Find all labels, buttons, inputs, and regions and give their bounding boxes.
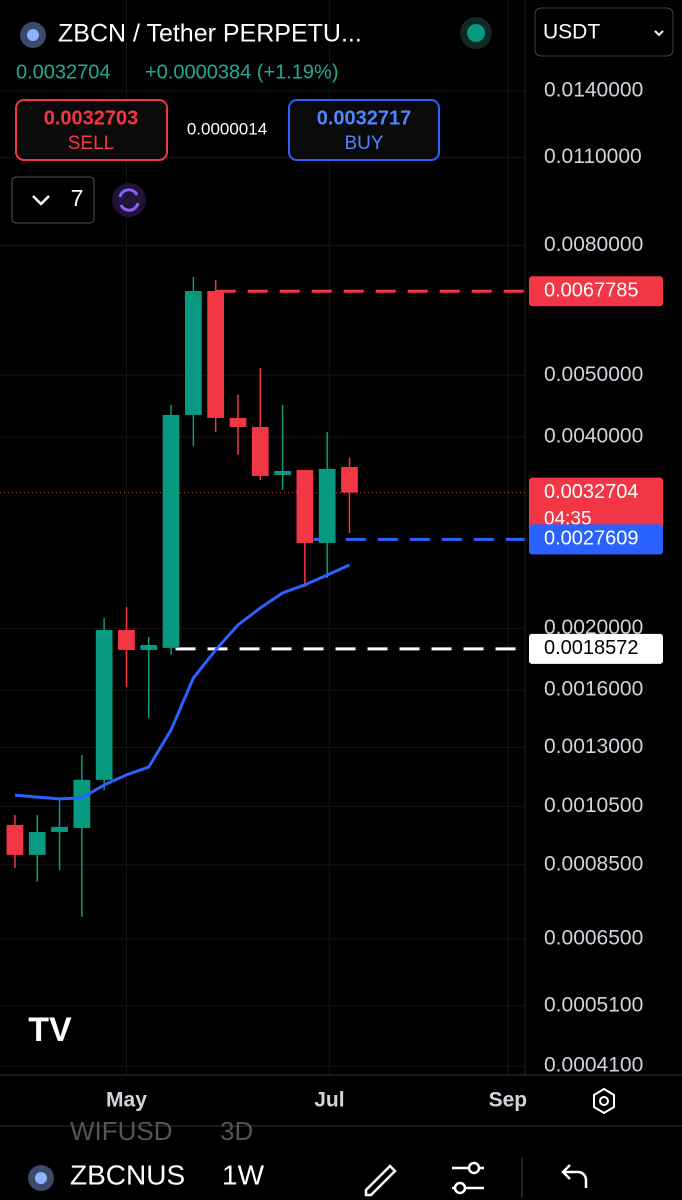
candle-body xyxy=(229,417,247,427)
indicator-icon xyxy=(467,1161,481,1175)
dropdown-chevron xyxy=(654,30,664,37)
spread: 0.0000014 xyxy=(187,119,267,138)
y-tick-label: 0.0016000 xyxy=(544,678,643,701)
moving-average xyxy=(14,563,351,801)
y-tick-label: 0.0006500 xyxy=(544,926,643,949)
sell-price: 0.0032703 xyxy=(44,107,139,129)
header: ZBCN / Tether PERPETU... USDT 0.0032704 … xyxy=(11,7,674,224)
y-tick-label: 0.0010500 xyxy=(544,794,643,817)
status-dot xyxy=(467,24,485,42)
y-tick-label: 0.0005100 xyxy=(544,993,643,1016)
x-tick-label: May xyxy=(106,1089,147,1112)
ghost-symbol: WIFUSD xyxy=(70,1116,173,1146)
buy-button[interactable] xyxy=(288,99,440,161)
candle-body xyxy=(207,291,225,418)
indicator-count: 7 xyxy=(71,185,84,211)
price-tag-label: 0.0032704 xyxy=(544,481,639,503)
sell-label: SELL xyxy=(68,133,114,154)
candle-body xyxy=(274,470,291,475)
candle-body xyxy=(28,832,46,855)
price-countdown: 04:35 xyxy=(544,509,592,530)
y-tick-label: 0.0020000 xyxy=(544,616,643,639)
indicators-toggle[interactable] xyxy=(11,176,95,224)
price-change: +0.0000384 (+1.19%) xyxy=(145,61,339,83)
draw-icon[interactable] xyxy=(364,1164,397,1197)
y-tick-label: 0.0140000 xyxy=(544,78,643,101)
toggle-chevron xyxy=(32,195,50,206)
y-tick-label: 0.0008500 xyxy=(544,852,643,875)
footer-symbol[interactable]: ZBCNUS xyxy=(70,1159,185,1190)
y-tick-label: 0.0050000 xyxy=(544,363,643,386)
y-tick-label: 0.0040000 xyxy=(544,424,643,447)
price-tag-label: 0.0018572 xyxy=(544,637,639,659)
x-tick-label: Sep xyxy=(489,1089,528,1112)
y-tick-label: 0.0013000 xyxy=(544,735,643,758)
candle-body xyxy=(162,414,180,648)
candle-body xyxy=(341,466,358,493)
ghost-interval: 3D xyxy=(220,1116,253,1146)
sell-button[interactable] xyxy=(15,99,168,161)
symbol-title[interactable]: ZBCN / Tether PERPETU... xyxy=(58,20,362,48)
candle-body xyxy=(184,291,202,415)
candle-body xyxy=(318,468,336,543)
candle-body xyxy=(73,779,91,829)
price-tag xyxy=(529,633,663,664)
settings-icon xyxy=(599,1096,609,1106)
last-price: 0.0032704 xyxy=(16,61,111,83)
tv-logo: TV xyxy=(28,1011,72,1049)
symbol-logo xyxy=(27,29,39,41)
footer: WIFUSD 3D ZBCNUS 1W xyxy=(0,1116,682,1200)
candle-body xyxy=(140,644,158,650)
candle-body xyxy=(296,469,314,543)
footer-interval[interactable]: 1W xyxy=(222,1159,265,1190)
price-tag xyxy=(529,524,663,555)
buy-price: 0.0032717 xyxy=(317,107,412,129)
indicator-icon xyxy=(453,1181,467,1195)
price-tag-label: 0.0067785 xyxy=(544,280,639,302)
candle-body xyxy=(95,629,113,780)
candle-body xyxy=(251,426,269,476)
candle-body xyxy=(118,629,135,650)
undo-icon[interactable] xyxy=(561,1164,588,1188)
refresh-button[interactable] xyxy=(112,183,146,217)
candle-body xyxy=(6,824,24,855)
x-tick-label: Jul xyxy=(314,1089,344,1112)
candle-body xyxy=(51,826,68,833)
y-tick-label: 0.0080000 xyxy=(544,233,643,256)
currency-select[interactable] xyxy=(534,7,674,57)
symbol-logo xyxy=(35,1172,47,1184)
y-tick-label: 0.0004100 xyxy=(544,1054,643,1077)
price-tag xyxy=(529,276,663,307)
buy-label: BUY xyxy=(344,133,383,154)
plot: 0.0140000 0.0110000 0.0080000 0.0050000 0.00… xyxy=(0,0,663,1112)
y-tick-label: 0.0110000 xyxy=(544,145,642,168)
settings-icon[interactable] xyxy=(593,1087,615,1115)
currency-label: USDT xyxy=(543,21,600,44)
price-tag-label: 0.0027609 xyxy=(544,528,639,550)
refresh-icon xyxy=(118,188,140,212)
price-tag xyxy=(529,477,663,534)
